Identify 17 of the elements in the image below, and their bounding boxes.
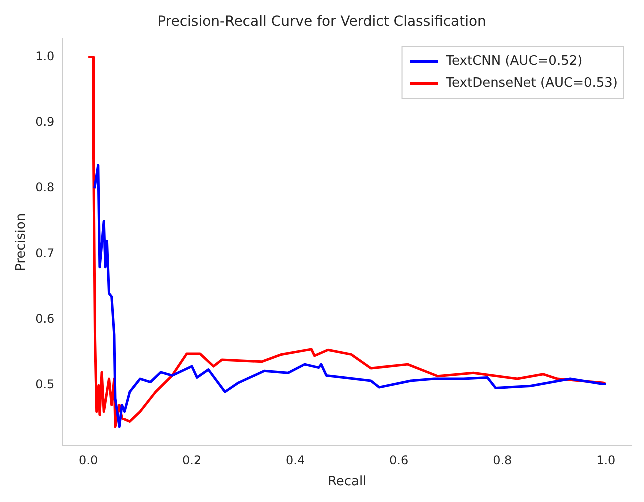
x-tick-label: 1.0 xyxy=(596,453,616,468)
y-tick-label: 0.8 xyxy=(36,180,55,195)
y-tick-label: 1.0 xyxy=(36,49,55,64)
y-tick-label: 0.7 xyxy=(36,246,55,260)
x-tick-label: 0.0 xyxy=(79,453,98,468)
legend-label: TextDenseNet (AUC=0.53) xyxy=(445,76,618,92)
chart-title: Precision-Recall Curve for Verdict Classification xyxy=(158,14,486,30)
x-tick-label: 0.4 xyxy=(286,453,306,468)
x-tick-label: 0.8 xyxy=(493,453,512,468)
y-tick-label: 0.5 xyxy=(36,378,55,392)
x-tick-label: 0.6 xyxy=(390,453,409,468)
x-tick-label: 0.2 xyxy=(182,453,202,468)
legend-label: TextCNN (AUC=0.52) xyxy=(445,54,583,70)
y-axis-title: Precision xyxy=(14,213,30,272)
y-tick-label: 0.9 xyxy=(36,114,55,129)
x-axis-title: Recall xyxy=(328,474,367,490)
y-tick-label: 0.6 xyxy=(36,312,55,326)
